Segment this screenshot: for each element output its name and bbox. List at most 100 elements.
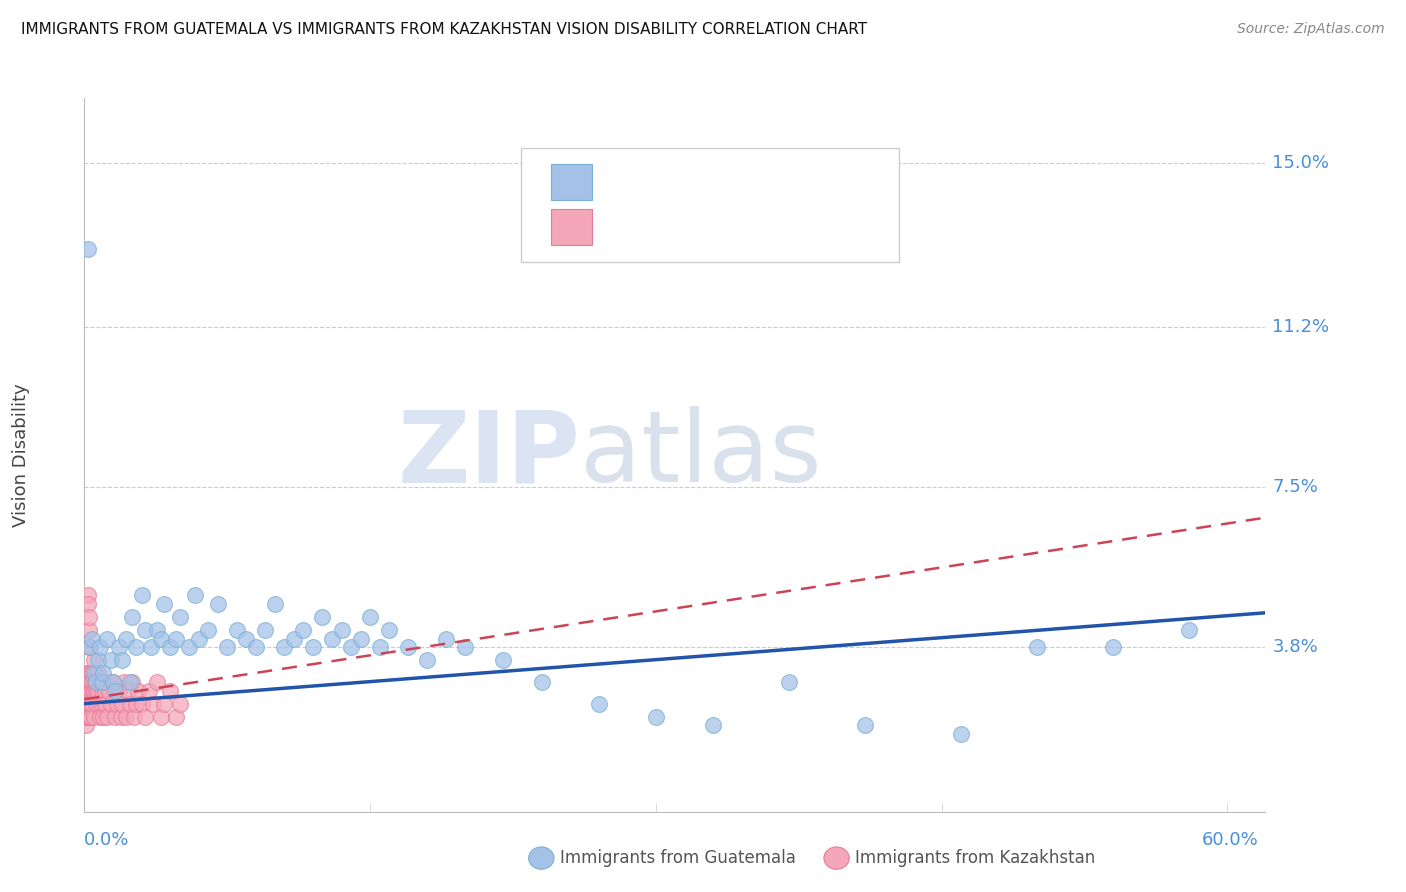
Point <box>121 610 143 624</box>
Point <box>111 653 134 667</box>
Point <box>187 632 209 646</box>
Point <box>349 632 371 646</box>
Text: 60.0%: 60.0% <box>1202 831 1258 849</box>
Point <box>159 683 181 698</box>
Point <box>83 709 105 723</box>
Point <box>77 243 100 257</box>
Point <box>292 623 315 637</box>
Point <box>949 727 972 741</box>
Point <box>75 683 97 698</box>
Point <box>139 640 162 655</box>
Text: Immigrants from Kazakhstan: Immigrants from Kazakhstan <box>855 849 1095 867</box>
Point <box>93 666 115 681</box>
Point <box>121 675 143 690</box>
Point <box>359 610 381 624</box>
Point <box>77 597 100 611</box>
Point <box>115 632 138 646</box>
Text: Immigrants from Guatemala: Immigrants from Guatemala <box>560 849 796 867</box>
Point <box>107 683 129 698</box>
Point <box>416 653 439 667</box>
Point <box>83 666 105 681</box>
Point <box>702 718 724 732</box>
Point <box>82 675 104 690</box>
Point <box>153 597 176 611</box>
Point <box>1102 640 1125 655</box>
Point <box>93 709 115 723</box>
Point <box>76 675 98 690</box>
Point <box>120 697 142 711</box>
Point <box>122 709 145 723</box>
Point <box>79 709 101 723</box>
Point <box>112 675 135 690</box>
Point <box>131 589 153 603</box>
Point <box>93 675 115 690</box>
Text: Source: ZipAtlas.com: Source: ZipAtlas.com <box>1237 22 1385 37</box>
Point <box>145 623 167 637</box>
Point <box>75 683 97 698</box>
Point <box>80 666 103 681</box>
Point <box>80 683 103 698</box>
Point <box>179 640 201 655</box>
Point <box>530 675 553 690</box>
FancyBboxPatch shape <box>522 148 900 262</box>
Point <box>77 623 100 637</box>
Text: 3.8%: 3.8% <box>1272 639 1319 657</box>
Point <box>76 675 98 690</box>
Point <box>165 632 187 646</box>
Point <box>149 709 172 723</box>
Point <box>76 683 98 698</box>
Point <box>454 640 477 655</box>
Point <box>75 709 97 723</box>
Point <box>87 697 110 711</box>
Point <box>145 675 167 690</box>
Point <box>83 683 105 698</box>
Point <box>142 697 165 711</box>
Point <box>77 675 100 690</box>
Point <box>245 640 267 655</box>
Point <box>853 718 876 732</box>
Text: R = 0.258: R = 0.258 <box>610 169 700 186</box>
Point <box>94 683 117 698</box>
Point <box>84 697 107 711</box>
Point <box>73 675 96 690</box>
Point <box>75 697 97 711</box>
Point <box>104 683 127 698</box>
Point <box>340 640 363 655</box>
Point <box>396 640 419 655</box>
FancyBboxPatch shape <box>551 164 592 200</box>
Point <box>101 675 124 690</box>
Point <box>90 697 112 711</box>
Text: 0.0%: 0.0% <box>84 831 129 849</box>
Point <box>169 697 191 711</box>
Point <box>89 675 111 690</box>
Point <box>86 653 108 667</box>
Point <box>159 640 181 655</box>
Point <box>644 709 666 723</box>
Text: 15.0%: 15.0% <box>1272 154 1330 172</box>
Point <box>79 640 101 655</box>
Point <box>86 666 108 681</box>
Text: 11.2%: 11.2% <box>1272 318 1330 336</box>
Point <box>96 709 118 723</box>
Point <box>79 697 101 711</box>
Point <box>125 697 148 711</box>
Point <box>86 683 108 698</box>
Point <box>105 697 128 711</box>
Point <box>134 623 156 637</box>
Point <box>76 697 98 711</box>
Point <box>330 623 353 637</box>
Point <box>89 640 111 655</box>
Point <box>153 697 176 711</box>
Point <box>77 589 100 603</box>
Point <box>79 610 101 624</box>
Point <box>100 653 122 667</box>
Text: atlas: atlas <box>581 407 823 503</box>
Point <box>368 640 391 655</box>
Point <box>79 675 101 690</box>
Point <box>302 640 325 655</box>
Point <box>76 683 98 698</box>
Point <box>80 697 103 711</box>
Point <box>77 640 100 655</box>
Point <box>127 683 149 698</box>
Point <box>76 709 98 723</box>
